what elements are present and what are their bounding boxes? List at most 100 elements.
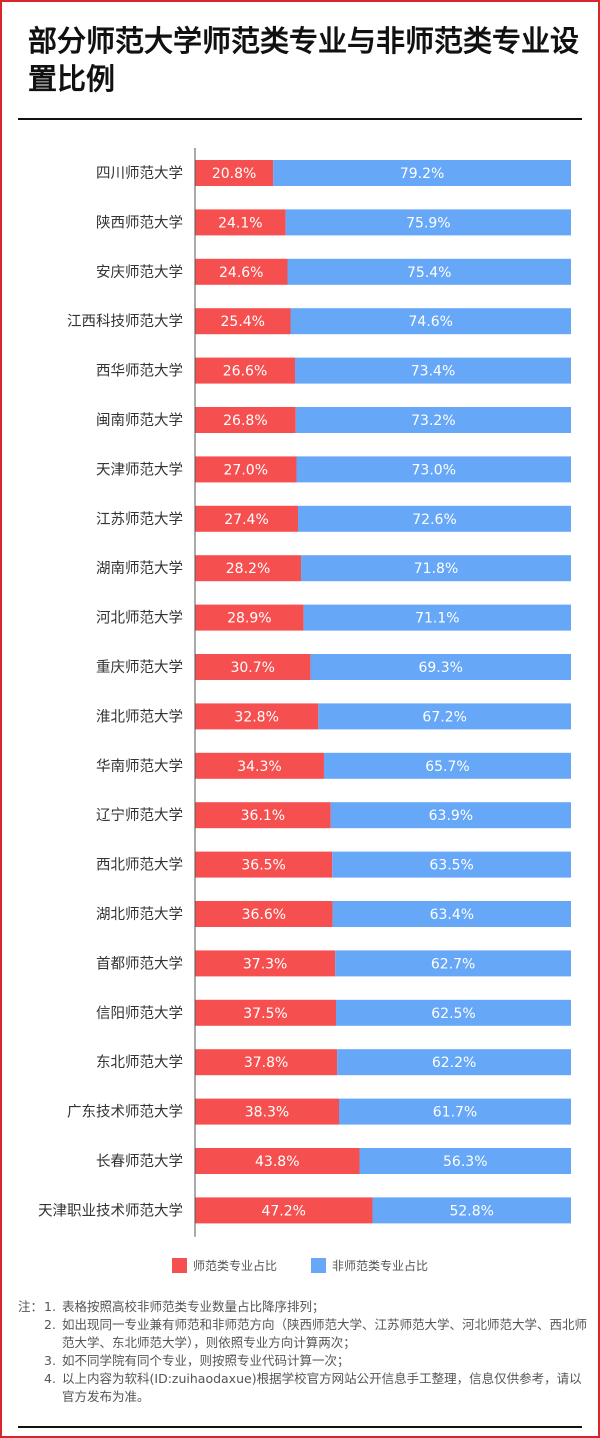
data-label: 75.4% xyxy=(407,265,451,281)
data-label: 28.2% xyxy=(226,561,270,577)
data-label: 71.1% xyxy=(415,611,459,627)
data-label: 74.6% xyxy=(409,314,453,330)
note-text: 如出现同一专业兼有师范和非师范方向（陕西师范大学、江苏师范大学、河北师范大学、西… xyxy=(62,1317,588,1350)
bar-non-teacher xyxy=(310,654,571,680)
bar-teacher xyxy=(195,703,319,730)
bottom-divider xyxy=(18,1426,582,1428)
bar-non-teacher xyxy=(287,258,571,285)
bar-teacher xyxy=(195,505,299,532)
bar-teacher xyxy=(195,456,297,483)
bar-non-teacher xyxy=(330,802,571,829)
category-label: 信阳师范大学 xyxy=(96,1005,183,1022)
bar-teacher xyxy=(195,604,304,631)
data-label: 32.8% xyxy=(234,709,278,725)
bar-non-teacher xyxy=(298,505,571,532)
data-label: 27.0% xyxy=(224,462,268,478)
data-label: 37.8% xyxy=(244,1055,288,1071)
bar-non-teacher xyxy=(290,308,571,335)
note-number: 1. xyxy=(44,1299,56,1314)
data-label: 65.7% xyxy=(425,759,469,775)
bar-teacher xyxy=(195,950,336,977)
data-label: 30.7% xyxy=(230,660,274,676)
data-label: 52.8% xyxy=(449,1203,493,1219)
data-label: 43.8% xyxy=(255,1154,299,1170)
bar-teacher xyxy=(195,654,311,680)
bar-teacher xyxy=(195,407,296,433)
note-number: 3. xyxy=(44,1353,56,1368)
category-label: 东北师范大学 xyxy=(96,1054,183,1071)
category-label: 西北师范大学 xyxy=(96,857,183,874)
data-label: 71.8% xyxy=(414,561,458,577)
category-label: 河北师范大学 xyxy=(96,610,183,627)
data-label: 73.4% xyxy=(411,364,455,380)
bar-teacher xyxy=(195,901,333,927)
data-label: 36.6% xyxy=(242,907,286,923)
data-label: 73.0% xyxy=(412,462,456,478)
notes: 注： 1. 表格按照高校非师范类专业数量占比降序排列； 2. 如出现同一专业兼有师范和… xyxy=(18,1298,588,1406)
data-label: 26.6% xyxy=(223,364,267,380)
bar-non-teacher xyxy=(273,160,571,186)
data-label: 34.3% xyxy=(237,759,281,775)
bar-teacher xyxy=(195,1197,373,1224)
data-label: 20.8% xyxy=(212,166,256,182)
data-label: 24.6% xyxy=(219,265,263,281)
category-label: 辽宁师范大学 xyxy=(96,807,183,824)
category-label: 湖北师范大学 xyxy=(96,906,183,923)
category-label: 闽南师范大学 xyxy=(96,412,183,429)
data-label: 37.3% xyxy=(243,956,287,972)
data-label: 61.7% xyxy=(433,1105,477,1121)
chart-title: 部分师范大学师范类专业与非师范类专业设置比例 xyxy=(28,24,580,96)
data-label: 79.2% xyxy=(400,166,444,182)
legend-swatch xyxy=(311,1258,326,1273)
bar-teacher xyxy=(195,851,333,878)
category-label: 华南师范大学 xyxy=(96,758,183,775)
bar-teacher xyxy=(195,1148,360,1174)
data-label: 62.2% xyxy=(432,1055,476,1071)
data-label: 63.5% xyxy=(429,858,473,874)
bar-non-teacher xyxy=(332,901,571,927)
data-label: 73.2% xyxy=(411,413,455,429)
bar-teacher xyxy=(195,308,291,335)
category-label: 长春师范大学 xyxy=(96,1153,183,1170)
category-label: 重庆师范大学 xyxy=(96,659,183,676)
bar-non-teacher xyxy=(318,703,571,730)
data-label: 27.4% xyxy=(224,512,268,528)
legend-item-teacher: 师范类专业占比 xyxy=(171,1257,277,1274)
bar-teacher xyxy=(195,357,296,384)
stacked-bar-chart: 四川师范大学 20.8% 79.2% 陕西师范大学 24.1% 75.9% 安庆师范大学 24… xyxy=(38,148,571,1237)
data-label: 38.3% xyxy=(245,1105,289,1121)
data-label: 67.2% xyxy=(422,709,466,725)
category-label: 首都师范大学 xyxy=(96,955,183,972)
data-label: 56.3% xyxy=(443,1154,487,1170)
data-label: 28.9% xyxy=(227,611,271,627)
category-label: 安庆师范大学 xyxy=(96,264,183,281)
bar-non-teacher xyxy=(359,1148,571,1174)
bar-teacher xyxy=(195,1098,340,1125)
note-text: 如不同学院有同个专业，则按照专业代码计算一次； xyxy=(62,1353,350,1368)
data-label: 63.4% xyxy=(430,907,474,923)
note-text: 表格按照高校非师范类专业数量占比降序排列； xyxy=(62,1299,325,1314)
bar-teacher xyxy=(195,160,274,186)
bar-non-teacher xyxy=(335,950,571,977)
bar-teacher xyxy=(195,1049,338,1076)
legend-label: 非师范类专业占比 xyxy=(332,1259,429,1273)
category-label: 天津师范大学 xyxy=(96,461,183,478)
data-label: 26.8% xyxy=(223,413,267,429)
bar-teacher xyxy=(195,209,286,236)
category-label: 江西科技师范大学 xyxy=(67,313,183,330)
bar-teacher xyxy=(195,999,336,1026)
legend-label: 师范类专业占比 xyxy=(192,1259,277,1273)
bar-teacher xyxy=(195,555,302,582)
bar-non-teacher xyxy=(296,456,571,483)
legend-swatch xyxy=(171,1258,187,1273)
title-divider xyxy=(18,118,582,120)
category-label: 江苏师范大学 xyxy=(96,511,183,528)
legend-item-non-teacher: 非师范类专业占比 xyxy=(311,1257,428,1274)
data-label: 36.5% xyxy=(241,858,285,874)
bar-non-teacher xyxy=(295,357,571,384)
category-label: 陕西师范大学 xyxy=(96,214,183,231)
bar-non-teacher xyxy=(337,1049,571,1076)
bar-non-teacher xyxy=(295,407,571,433)
bar-non-teacher xyxy=(285,209,571,236)
data-label: 37.5% xyxy=(243,1006,287,1022)
